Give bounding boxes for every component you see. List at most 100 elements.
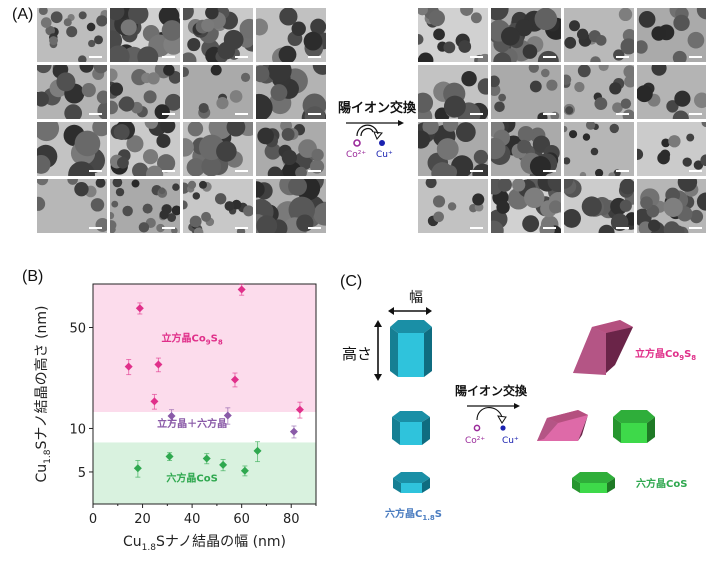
curved-arrow-icon-c [476, 407, 503, 421]
micrograph-tile [637, 122, 706, 176]
scale-bar [89, 56, 102, 58]
data-point [124, 362, 133, 371]
plot-frame [92, 283, 317, 505]
data-point [219, 460, 228, 469]
micrograph-tile [37, 8, 107, 62]
scale-bar [689, 113, 702, 115]
scale-bar [308, 56, 321, 58]
micrograph-tile [491, 8, 561, 62]
x-tick-label: 0 [89, 512, 97, 527]
cu-ion-icon-c [500, 425, 506, 431]
co-ion-label: Co²⁺ [346, 150, 366, 160]
micrograph-tile [491, 65, 561, 119]
micrograph-tile [110, 122, 180, 176]
y-axis-label: Cu1.8Sナノ結晶の高さ (nm) [33, 305, 53, 482]
scale-bar [162, 56, 175, 58]
data-point [202, 454, 211, 463]
width-label: 幅 [409, 290, 423, 306]
data-point [133, 464, 142, 473]
scale-bar [235, 56, 248, 58]
micrograph-tile [183, 122, 253, 176]
scale-bar [689, 227, 702, 229]
scale-bar [543, 113, 556, 115]
y-tick-label: 5 [78, 466, 86, 481]
scale-bar [543, 227, 556, 229]
micrograph-tile [256, 179, 326, 233]
scale-bar [470, 170, 483, 172]
micrograph-grid-before [37, 8, 327, 234]
scale-bar [235, 227, 248, 229]
x-tick-label: 40 [184, 512, 201, 527]
scale-bar [470, 56, 483, 58]
hex-prism-tall [390, 320, 432, 377]
scale-bar [543, 56, 556, 58]
scale-bar [689, 56, 702, 58]
exchange-label-c: 陽イオン交換 [455, 383, 528, 398]
region-label: 立方晶Co9S8 [162, 331, 223, 346]
micrograph-tile [37, 122, 107, 176]
micrograph-tile [564, 8, 634, 62]
rhombohedron-small [537, 410, 588, 441]
scale-bar [308, 227, 321, 229]
scale-bar [162, 113, 175, 115]
data-point [150, 397, 159, 406]
co-ion-label-c: Co²⁺ [465, 436, 485, 446]
hex-product-label: 六方晶CoS [636, 477, 687, 490]
panel-b-label: (B) [22, 268, 44, 285]
exchange-diagram-a: 陽イオン交換 Co²⁺ Cu⁺ [338, 100, 417, 160]
data-point [230, 375, 239, 384]
region-band [93, 412, 316, 443]
scale-bar [89, 170, 102, 172]
cubic-product-label: 立方晶Co9S8 [635, 347, 696, 362]
co-ion-icon-c [473, 424, 481, 432]
cu-ion-icon [379, 140, 385, 146]
micrograph-tile [637, 65, 706, 119]
micrograph-tile [183, 8, 253, 62]
scale-bar [162, 170, 175, 172]
micrograph-tile [637, 179, 706, 233]
micrograph-tile [110, 179, 180, 233]
micrograph-tile [491, 122, 561, 176]
y-tick-label: 50 [69, 321, 86, 336]
scale-bar [689, 170, 702, 172]
region-band [93, 284, 316, 413]
micrograph-grid-after [418, 8, 706, 234]
data-point [253, 446, 262, 455]
micrograph-tile [418, 65, 488, 119]
micrograph-tile [256, 122, 326, 176]
scale-bar [235, 113, 248, 115]
scale-bar [162, 227, 175, 229]
scale-bar [616, 113, 629, 115]
micrograph-tile [418, 122, 488, 176]
rhombohedron-tall [573, 320, 633, 375]
hex-prism-medium [392, 411, 430, 445]
region-label: 六方晶CoS [166, 471, 217, 484]
micrograph-tile [564, 122, 634, 176]
scale-bar [470, 113, 483, 115]
data-point [165, 452, 174, 461]
green-hex-prism-medium [613, 410, 655, 443]
micrograph-tile [37, 65, 107, 119]
exchange-label: 陽イオン交換 [338, 100, 417, 116]
scale-bar [308, 113, 321, 115]
data-point [135, 304, 144, 313]
micrograph-tile [637, 8, 706, 62]
micrograph-tile [256, 8, 326, 62]
micrograph-tile [564, 65, 634, 119]
scale-bar [308, 170, 321, 172]
micrograph-tile [564, 179, 634, 233]
region-label: 立方晶＋六方晶 [157, 417, 227, 430]
x-tick-label: 60 [233, 512, 250, 527]
x-tick-label: 80 [283, 512, 300, 527]
micrograph-tile [110, 8, 180, 62]
hex-prism-flat [393, 472, 430, 493]
data-point [289, 427, 298, 436]
x-axis-label: Cu1.8Sナノ結晶の幅 (nm) [123, 534, 286, 553]
micrograph-tile [37, 179, 107, 233]
start-material-label: 六方晶C1.8S [385, 507, 442, 522]
micrograph-tile [183, 179, 253, 233]
shape-diagram: 幅 高さ 六方晶C1.8S 陽イオン交換 [342, 290, 696, 522]
scale-bar [616, 170, 629, 172]
micrograph-tile [418, 179, 488, 233]
